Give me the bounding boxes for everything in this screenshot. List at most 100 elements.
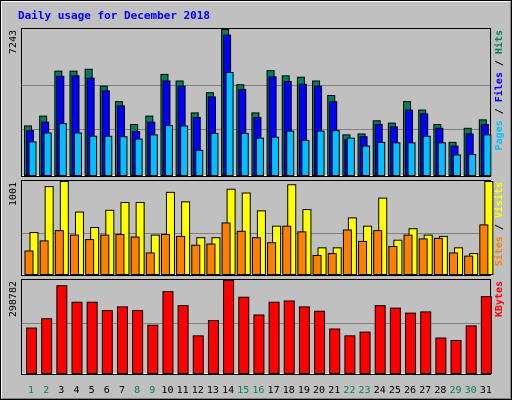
bar-kbytes-day-17 xyxy=(268,301,280,375)
bar-sites-day-13 xyxy=(206,243,216,275)
bar-pages-day-18 xyxy=(286,130,295,176)
day-label-5: 5 xyxy=(89,385,95,396)
day-label-23: 23 xyxy=(359,385,371,396)
bar-sites-day-21 xyxy=(327,253,337,275)
bar-kbytes-day-5 xyxy=(86,301,98,375)
bar-sites-day-24 xyxy=(373,230,383,276)
bar-pages-day-31 xyxy=(483,134,492,177)
day-label-14: 14 xyxy=(222,385,234,396)
bar-pages-day-12 xyxy=(195,149,204,176)
bar-sites-day-20 xyxy=(312,254,322,275)
bar-sites-day-2 xyxy=(39,240,49,275)
bar-sites-day-29 xyxy=(449,252,459,276)
day-label-10: 10 xyxy=(161,385,173,396)
bar-kbytes-day-3 xyxy=(56,285,68,375)
bar-pages-day-2 xyxy=(43,132,52,176)
bar-kbytes-day-26 xyxy=(405,312,417,374)
day-label-2: 2 xyxy=(43,385,49,396)
bar-sites-day-18 xyxy=(282,225,292,275)
bar-sites-day-28 xyxy=(433,237,443,276)
bar-kbytes-day-21 xyxy=(329,328,341,374)
legend-entry: Visits xyxy=(493,182,505,218)
bar-sites-day-15 xyxy=(236,230,246,275)
bar-kbytes-day-25 xyxy=(389,307,401,374)
bar-kbytes-day-1 xyxy=(26,327,37,374)
bar-pages-day-9 xyxy=(149,134,158,177)
bar-pages-day-3 xyxy=(58,123,67,176)
bar-kbytes-day-19 xyxy=(298,306,310,374)
bar-sites-day-3 xyxy=(54,230,64,276)
legend-entry: Sites xyxy=(493,236,505,266)
bar-kbytes-day-13 xyxy=(207,320,219,375)
day-label-26: 26 xyxy=(404,385,416,396)
bar-pages-day-22 xyxy=(346,137,355,176)
bar-pages-day-1 xyxy=(28,141,37,177)
bar-pages-day-11 xyxy=(180,125,189,176)
bar-kbytes-day-27 xyxy=(420,311,432,374)
bar-kbytes-day-4 xyxy=(71,301,83,375)
day-label-15: 15 xyxy=(237,385,249,396)
bar-pages-day-4 xyxy=(73,132,82,176)
day-label-25: 25 xyxy=(389,385,401,396)
day-label-7: 7 xyxy=(119,385,125,396)
bar-sites-day-11 xyxy=(176,235,186,276)
bar-pages-day-17 xyxy=(271,136,280,177)
bar-kbytes-day-9 xyxy=(147,324,159,374)
day-label-11: 11 xyxy=(177,385,189,396)
bar-sites-day-31 xyxy=(479,224,489,276)
bar-pages-day-7 xyxy=(119,136,128,177)
day-label-16: 16 xyxy=(252,385,264,396)
bar-kbytes-day-30 xyxy=(465,325,477,374)
day-label-19: 19 xyxy=(298,385,310,396)
bar-sites-day-16 xyxy=(251,237,261,275)
bar-pages-day-23 xyxy=(362,145,371,176)
day-label-17: 17 xyxy=(268,385,280,396)
day-label-13: 13 xyxy=(207,385,219,396)
bar-kbytes-day-6 xyxy=(101,310,113,374)
bar-sites-day-23 xyxy=(358,240,368,276)
bar-kbytes-day-12 xyxy=(192,335,204,375)
bar-pages-day-8 xyxy=(134,138,143,176)
legend-entry: Files xyxy=(493,72,505,102)
day-label-12: 12 xyxy=(192,385,204,396)
bar-pages-day-19 xyxy=(301,139,310,176)
ymax-label-visits-sites: 1001 xyxy=(8,182,19,206)
bar-kbytes-day-14 xyxy=(223,280,235,374)
bar-sites-day-12 xyxy=(191,244,201,276)
bar-kbytes-day-29 xyxy=(450,340,462,374)
bar-pages-day-25 xyxy=(392,142,401,176)
bar-visits-day-10 xyxy=(165,191,175,275)
bar-sites-day-27 xyxy=(418,238,428,275)
day-label-4: 4 xyxy=(73,385,79,396)
day-label-1: 1 xyxy=(28,385,34,396)
bar-kbytes-day-23 xyxy=(359,331,371,375)
day-label-30: 30 xyxy=(465,385,477,396)
bar-sites-day-30 xyxy=(464,255,474,276)
bar-kbytes-day-18 xyxy=(283,300,295,375)
bar-kbytes-day-24 xyxy=(374,305,386,374)
day-label-22: 22 xyxy=(343,385,355,396)
bar-sites-day-7 xyxy=(115,233,125,276)
bar-pages-day-14 xyxy=(225,72,234,176)
bar-pages-day-5 xyxy=(89,135,98,176)
bar-sites-day-22 xyxy=(342,229,352,275)
day-label-18: 18 xyxy=(283,385,295,396)
day-label-21: 21 xyxy=(328,385,340,396)
bar-pages-day-26 xyxy=(407,142,416,176)
bar-pages-day-30 xyxy=(468,154,477,177)
legend-hits-files-pages: Pages / Files / Hits xyxy=(493,30,505,150)
day-label-27: 27 xyxy=(419,385,431,396)
bar-pages-day-24 xyxy=(377,141,386,177)
day-label-3: 3 xyxy=(58,385,64,396)
bar-visits-day-3 xyxy=(59,181,69,275)
bar-kbytes-day-20 xyxy=(314,310,326,374)
bar-sites-day-17 xyxy=(267,242,277,275)
day-label-31: 31 xyxy=(480,385,492,396)
legend-entry: / xyxy=(494,218,505,236)
day-label-20: 20 xyxy=(313,385,325,396)
bar-sites-day-6 xyxy=(100,234,110,275)
bar-sites-day-26 xyxy=(403,234,413,275)
bar-sites-day-8 xyxy=(130,236,140,275)
